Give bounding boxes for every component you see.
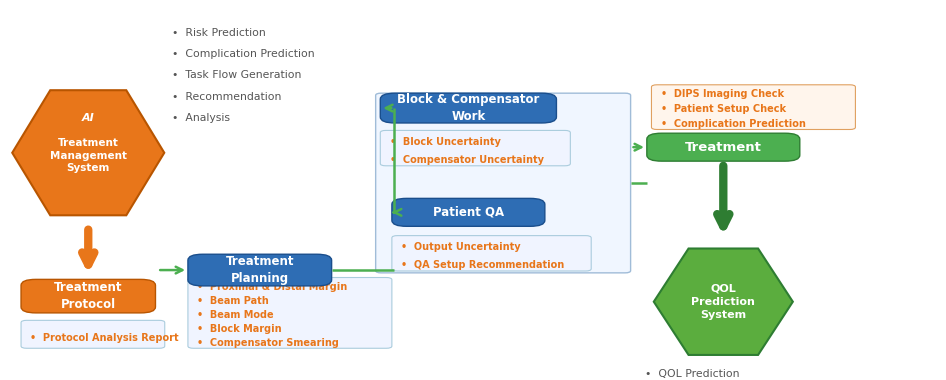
FancyBboxPatch shape: [647, 133, 799, 161]
Text: •  DIPS Imaging Check: • DIPS Imaging Check: [660, 89, 784, 99]
Text: •  Block Uncertainty: • Block Uncertainty: [390, 137, 500, 147]
Text: •  QA Setup Recommendation: • QA Setup Recommendation: [401, 260, 565, 270]
FancyBboxPatch shape: [392, 236, 591, 271]
FancyBboxPatch shape: [188, 277, 392, 348]
Text: •  Beam Path: • Beam Path: [197, 296, 269, 306]
FancyBboxPatch shape: [392, 198, 545, 226]
Text: •  Complication Prediction: • Complication Prediction: [660, 119, 806, 128]
Text: •  Block Margin: • Block Margin: [197, 324, 282, 334]
FancyBboxPatch shape: [21, 320, 165, 348]
Text: •  Recommendation: • Recommendation: [172, 92, 281, 102]
Text: Block & Compensator
Work: Block & Compensator Work: [397, 93, 539, 123]
Text: •  Output Uncertainty: • Output Uncertainty: [401, 242, 521, 252]
Polygon shape: [654, 249, 793, 355]
Text: Treatment
Management
System: Treatment Management System: [50, 138, 127, 173]
Text: QOL
Prediction
System: QOL Prediction System: [692, 284, 755, 320]
Text: Patient QA: Patient QA: [433, 206, 504, 219]
Text: AI: AI: [82, 113, 95, 123]
Text: •  Proximal & Distal Margin: • Proximal & Distal Margin: [197, 282, 347, 292]
Text: •  Protocol Analysis Report: • Protocol Analysis Report: [30, 334, 179, 344]
Text: •  QOL Prediction: • QOL Prediction: [644, 369, 739, 379]
Text: •  Compensator Uncertainty: • Compensator Uncertainty: [390, 155, 544, 165]
FancyBboxPatch shape: [376, 93, 631, 273]
Polygon shape: [12, 90, 165, 215]
FancyBboxPatch shape: [188, 254, 332, 286]
Text: •  Risk Prediction: • Risk Prediction: [172, 28, 266, 38]
FancyBboxPatch shape: [652, 85, 855, 130]
Text: •  Analysis: • Analysis: [172, 113, 230, 123]
Text: •  Beam Mode: • Beam Mode: [197, 310, 273, 320]
Text: •  Patient Setup Check: • Patient Setup Check: [660, 104, 786, 114]
Text: •  Complication Prediction: • Complication Prediction: [172, 49, 314, 59]
Text: Treatment: Treatment: [685, 141, 762, 154]
FancyBboxPatch shape: [380, 130, 570, 166]
Text: •  Task Flow Generation: • Task Flow Generation: [172, 70, 301, 81]
FancyBboxPatch shape: [380, 93, 556, 123]
Text: Treatment
Protocol: Treatment Protocol: [54, 281, 123, 311]
Text: Treatment
Planning: Treatment Planning: [225, 255, 294, 285]
FancyBboxPatch shape: [21, 279, 155, 313]
Text: •  Compensator Smearing: • Compensator Smearing: [197, 338, 339, 348]
